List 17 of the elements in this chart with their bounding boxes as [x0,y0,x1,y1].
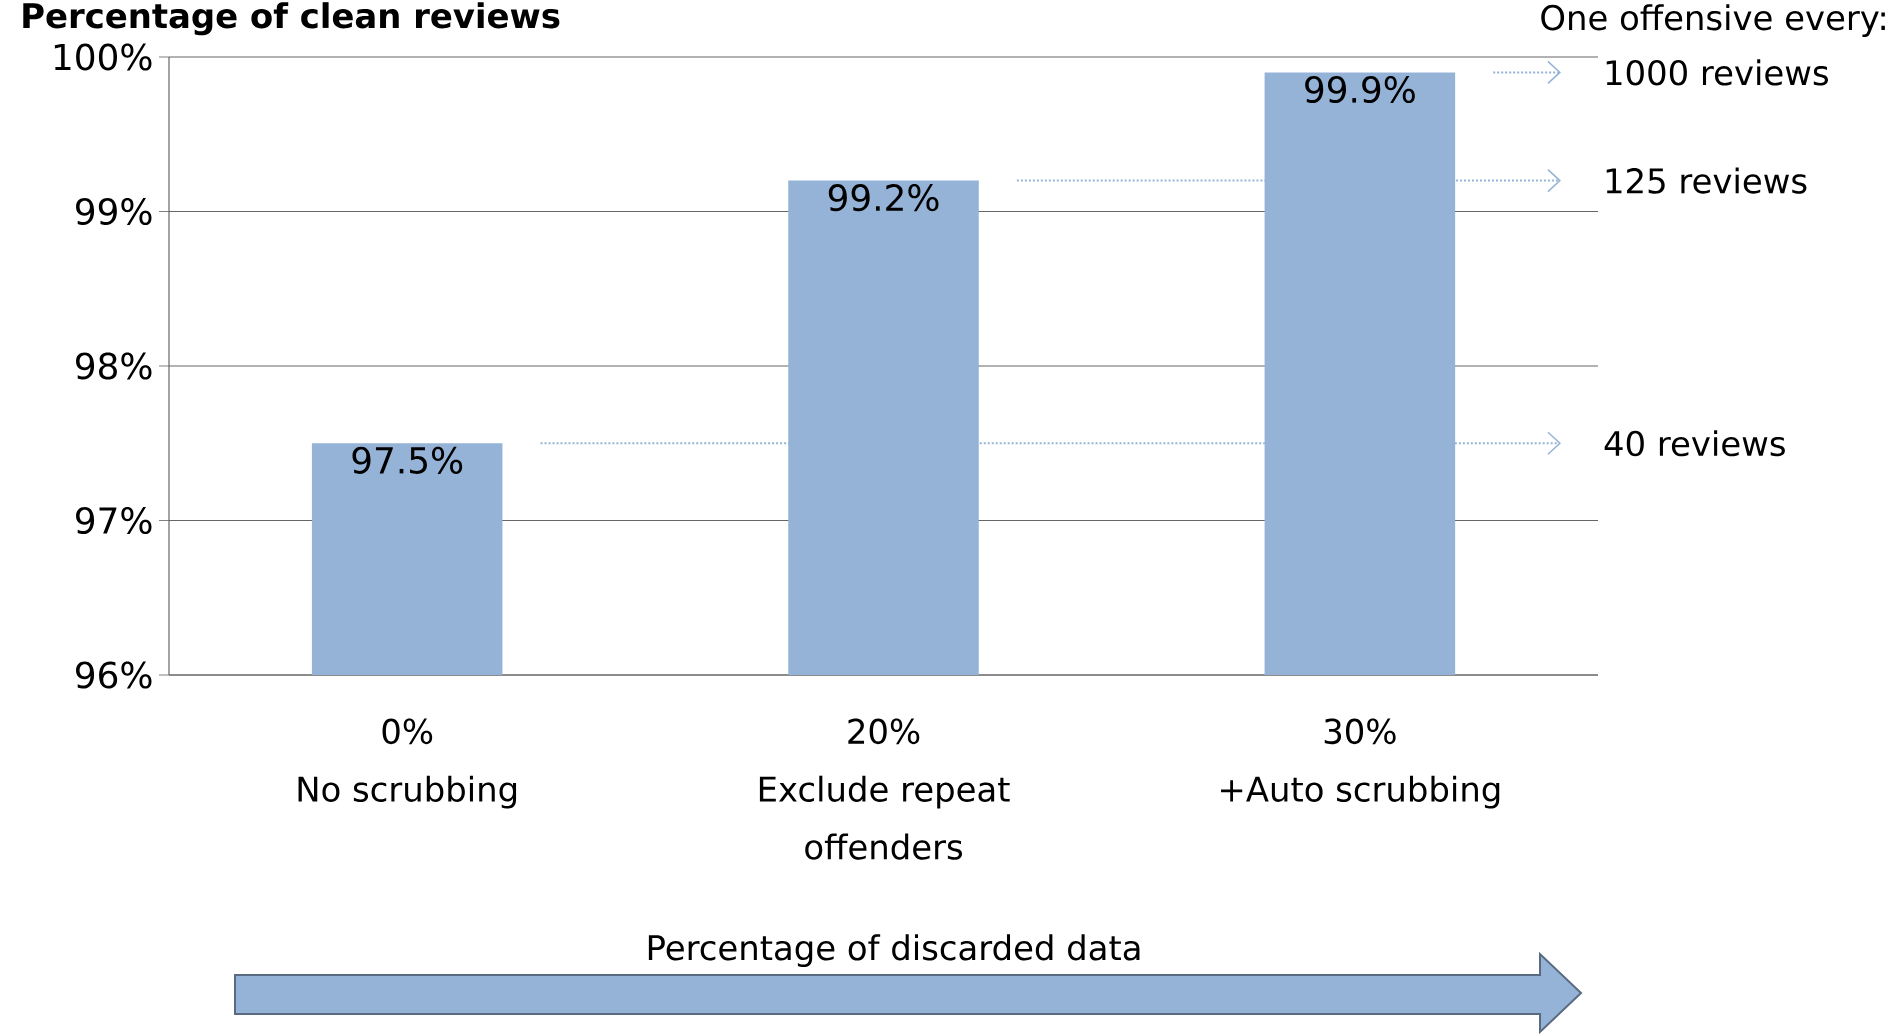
data-label: 99.9% [1305,75,1415,104]
ref-line-label: 1000 reviews [1606,59,1828,86]
data-label: 97.5% [352,446,463,474]
x-tick-label: 0% No scrubbing [298,718,517,809]
y-tick-label: 100% [54,43,152,71]
x-tick-label: 30% +Auto scrubbing [1221,718,1500,809]
ref-line-label: 125 reviews [1606,167,1807,194]
y-tick-label: 97% [76,506,152,535]
y-tick-label: 99% [76,197,152,226]
x-tick-label: 20% Exclude repeat offenders [759,718,1010,860]
y-tick-label: 98% [76,352,152,380]
ref-line-label: 40 reviews [1604,430,1785,457]
x-axis-title: Percentage of discarded data [648,934,1140,968]
data-label: 99.2% [828,184,939,212]
chart-title: Percentage of clean reviews [23,2,560,36]
y-tick-label: 96% [76,661,152,689]
text: One offensive every: [1541,4,1885,37]
